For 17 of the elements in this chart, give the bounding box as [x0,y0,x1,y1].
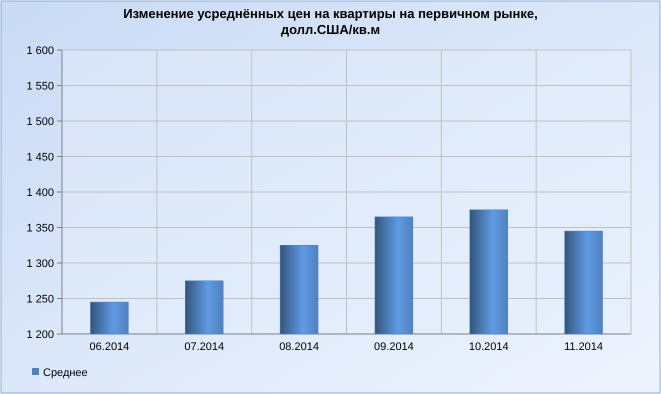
chart-title: Изменение усреднённых цен на квартиры на первичном рынке, долл.США/кв.м [123,6,538,37]
y-tick-label: 1 600 [26,44,54,57]
y-tick-label: 1 500 [26,116,54,128]
x-tick-label: 11.2014 [564,341,604,353]
x-tick-label: 10.2014 [468,341,509,353]
y-tick-label: 1 250 [26,293,54,306]
x-tick-label: 08.2014 [279,341,319,353]
y-tick-label: 1 350 [26,222,54,234]
y-tick-label: 1 400 [26,186,54,199]
legend-label: Среднее [43,366,88,379]
y-tick-label: 1 200 [26,328,54,341]
y-tick-label: 1 450 [26,151,54,164]
x-tick-label: 07.2014 [184,341,224,353]
x-tick-label: 06.2014 [90,341,130,353]
x-tick-label: 09.2014 [374,341,414,353]
y-tick-label: 1 550 [26,80,54,92]
y-tick-label: 1 300 [26,258,54,270]
